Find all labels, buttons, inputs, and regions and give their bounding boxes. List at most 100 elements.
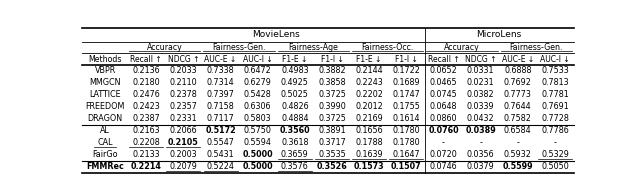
- Text: 0.5050: 0.5050: [541, 162, 569, 172]
- Text: MMGCN: MMGCN: [90, 78, 121, 87]
- Text: 0.2476: 0.2476: [132, 90, 160, 99]
- Text: 0.0339: 0.0339: [467, 102, 495, 111]
- Text: 0.6306: 0.6306: [244, 102, 271, 111]
- Text: Fairness-Occ.: Fairness-Occ.: [362, 43, 414, 52]
- Text: -: -: [479, 138, 482, 147]
- Text: 0.5599: 0.5599: [502, 162, 533, 172]
- Text: 0.3725: 0.3725: [318, 90, 346, 99]
- Text: 0.2133: 0.2133: [132, 150, 160, 159]
- Text: 0.5594: 0.5594: [244, 138, 271, 147]
- Text: FMMRec: FMMRec: [86, 162, 124, 172]
- Text: 0.2003: 0.2003: [170, 150, 197, 159]
- Text: 0.2105: 0.2105: [168, 138, 199, 147]
- Text: 0.2208: 0.2208: [132, 138, 160, 147]
- Text: 0.0382: 0.0382: [467, 90, 495, 99]
- Text: 0.2243: 0.2243: [355, 78, 383, 87]
- Text: Recall ↑: Recall ↑: [428, 54, 460, 64]
- Text: MicroLens: MicroLens: [477, 30, 522, 39]
- Text: 0.7338: 0.7338: [207, 66, 234, 75]
- Text: 0.4884: 0.4884: [281, 114, 308, 123]
- Text: 0.1507: 0.1507: [391, 162, 422, 172]
- Text: 0.2110: 0.2110: [170, 78, 197, 87]
- Text: 0.7773: 0.7773: [504, 90, 532, 99]
- Text: 0.4925: 0.4925: [281, 78, 308, 87]
- Text: 0.5000: 0.5000: [243, 162, 273, 172]
- Text: 0.1722: 0.1722: [392, 66, 420, 75]
- Text: AUC-E ↓: AUC-E ↓: [204, 54, 237, 64]
- Text: 0.6279: 0.6279: [244, 78, 271, 87]
- Text: 0.7644: 0.7644: [504, 102, 532, 111]
- Text: 0.1689: 0.1689: [392, 78, 420, 87]
- Text: 0.5803: 0.5803: [244, 114, 271, 123]
- Text: 0.1780: 0.1780: [392, 138, 420, 147]
- Text: 0.2423: 0.2423: [132, 102, 160, 111]
- Text: 0.1614: 0.1614: [392, 114, 420, 123]
- Text: 0.2214: 0.2214: [131, 162, 162, 172]
- Text: 0.0331: 0.0331: [467, 66, 494, 75]
- Text: 0.0231: 0.0231: [467, 78, 495, 87]
- Text: NDCG ↑: NDCG ↑: [168, 54, 199, 64]
- Text: 0.4826: 0.4826: [281, 102, 308, 111]
- Text: Methods: Methods: [88, 54, 122, 64]
- Text: 0.5172: 0.5172: [205, 126, 236, 135]
- Text: 0.7691: 0.7691: [541, 102, 569, 111]
- Text: 0.0432: 0.0432: [467, 114, 495, 123]
- Text: 0.3535: 0.3535: [318, 150, 346, 159]
- Text: AUC-I ↓: AUC-I ↓: [243, 54, 273, 64]
- Text: -: -: [516, 138, 519, 147]
- Text: 0.7397: 0.7397: [207, 90, 234, 99]
- Text: MovieLens: MovieLens: [252, 30, 300, 39]
- Text: 0.2202: 0.2202: [355, 90, 383, 99]
- Text: F1-E ↓: F1-E ↓: [282, 54, 308, 64]
- Text: 0.3725: 0.3725: [318, 114, 346, 123]
- Text: 0.0356: 0.0356: [467, 150, 495, 159]
- Text: AUC-I ↓: AUC-I ↓: [540, 54, 570, 64]
- Text: 0.2180: 0.2180: [132, 78, 160, 87]
- Text: 0.5025: 0.5025: [281, 90, 308, 99]
- Text: 0.0389: 0.0389: [465, 126, 496, 135]
- Text: 0.5750: 0.5750: [244, 126, 271, 135]
- Text: 0.5224: 0.5224: [207, 162, 234, 172]
- Text: F1-E ↓: F1-E ↓: [356, 54, 382, 64]
- Text: 0.7158: 0.7158: [207, 102, 234, 111]
- Text: 0.6584: 0.6584: [504, 126, 532, 135]
- Text: 0.2012: 0.2012: [355, 102, 383, 111]
- Text: Accuracy: Accuracy: [147, 43, 182, 52]
- Text: 0.3618: 0.3618: [281, 138, 308, 147]
- Text: 0.0465: 0.0465: [429, 78, 458, 87]
- Text: 0.0652: 0.0652: [429, 66, 458, 75]
- Text: LATTICE: LATTICE: [89, 90, 121, 99]
- Text: 0.7728: 0.7728: [541, 114, 569, 123]
- Text: 0.1573: 0.1573: [354, 162, 385, 172]
- Text: 0.1656: 0.1656: [355, 126, 383, 135]
- Text: 0.1788: 0.1788: [355, 138, 383, 147]
- Text: Fairness-Age: Fairness-Age: [289, 43, 339, 52]
- Text: AUC-E ↓: AUC-E ↓: [502, 54, 534, 64]
- Text: 0.1639: 0.1639: [355, 150, 383, 159]
- Text: 0.5329: 0.5329: [541, 150, 569, 159]
- Text: 0.1747: 0.1747: [392, 90, 420, 99]
- Text: 0.7786: 0.7786: [541, 126, 569, 135]
- Text: CAL: CAL: [97, 138, 113, 147]
- Text: NDCG ↑: NDCG ↑: [465, 54, 497, 64]
- Text: 0.0379: 0.0379: [467, 162, 495, 172]
- Text: 0.2066: 0.2066: [170, 126, 197, 135]
- Text: 0.2136: 0.2136: [132, 66, 160, 75]
- Text: 0.2387: 0.2387: [132, 114, 160, 123]
- Text: 0.7813: 0.7813: [541, 78, 569, 87]
- Text: 0.3990: 0.3990: [318, 102, 346, 111]
- Text: Fairness-Gen.: Fairness-Gen.: [509, 43, 563, 52]
- Text: 0.5000: 0.5000: [243, 150, 273, 159]
- Text: 0.7692: 0.7692: [504, 78, 532, 87]
- Text: 0.7314: 0.7314: [207, 78, 234, 87]
- Text: VBPR: VBPR: [95, 66, 116, 75]
- Text: 0.3858: 0.3858: [318, 78, 346, 87]
- Text: 0.5932: 0.5932: [504, 150, 532, 159]
- Text: 0.5428: 0.5428: [244, 90, 271, 99]
- Text: 0.2378: 0.2378: [170, 90, 197, 99]
- Text: FREEDOM: FREEDOM: [85, 102, 125, 111]
- Text: 0.3576: 0.3576: [281, 162, 308, 172]
- Text: F1-I ↓: F1-I ↓: [395, 54, 418, 64]
- Text: 0.3891: 0.3891: [318, 126, 346, 135]
- Text: 0.1647: 0.1647: [392, 150, 420, 159]
